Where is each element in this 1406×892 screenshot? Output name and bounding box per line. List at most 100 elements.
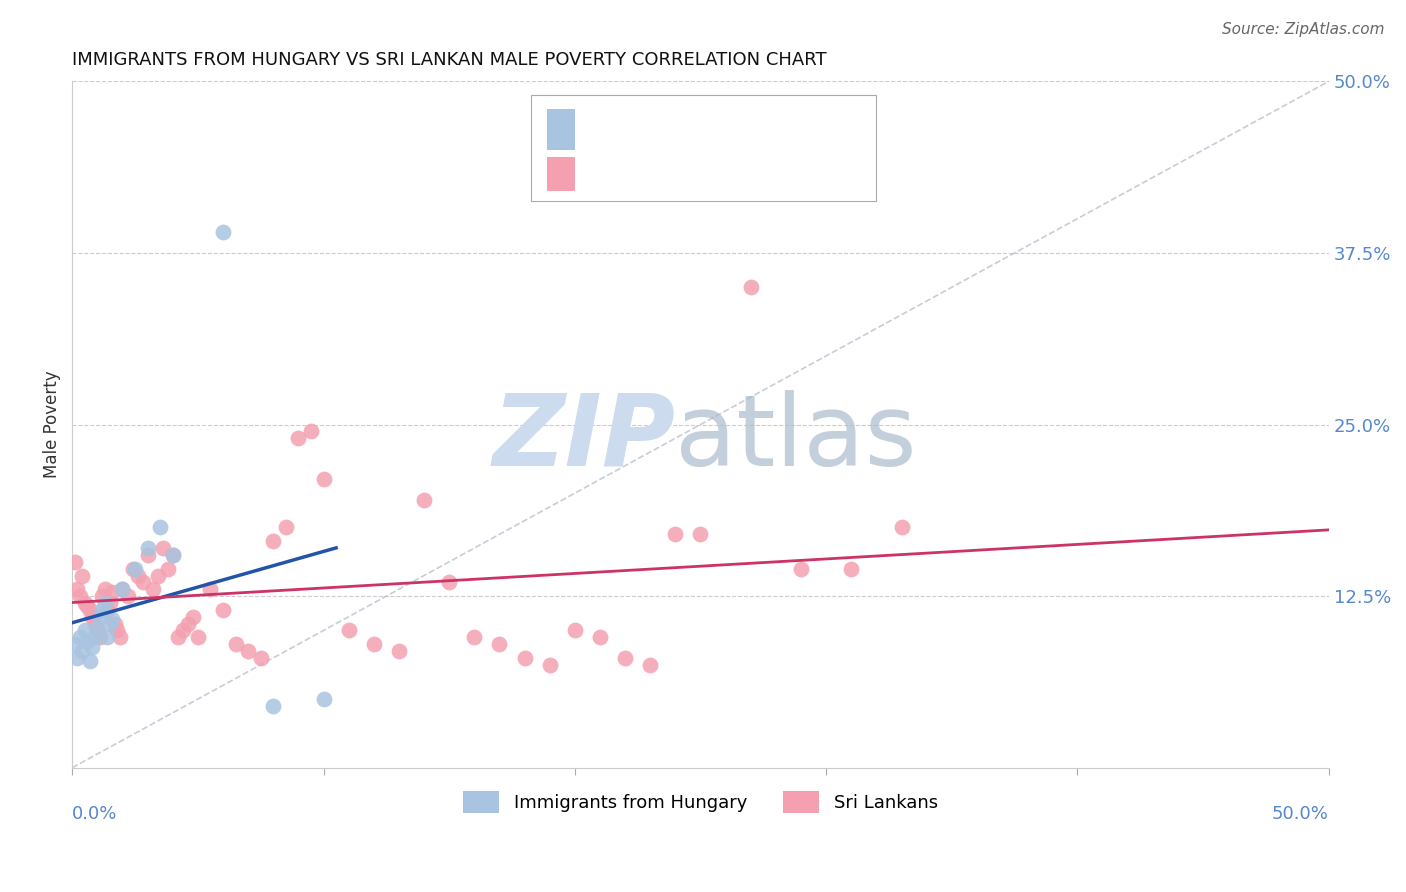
Point bbox=[212, 603, 235, 617]
Point bbox=[91, 589, 114, 603]
Point bbox=[96, 603, 118, 617]
Point bbox=[94, 596, 117, 610]
Point bbox=[181, 609, 204, 624]
Point bbox=[337, 624, 360, 638]
Text: ZIP: ZIP bbox=[492, 390, 675, 487]
Text: N =: N = bbox=[713, 112, 754, 130]
Point bbox=[79, 603, 101, 617]
Point bbox=[76, 599, 98, 613]
Point bbox=[463, 630, 485, 644]
Legend: Immigrants from Hungary, Sri Lankans: Immigrants from Hungary, Sri Lankans bbox=[456, 784, 945, 821]
Point bbox=[124, 562, 146, 576]
Point bbox=[212, 225, 235, 239]
Point bbox=[79, 654, 101, 668]
Point bbox=[94, 582, 117, 597]
Point bbox=[104, 616, 127, 631]
Point bbox=[63, 555, 86, 569]
Bar bbox=[547, 109, 575, 150]
Point bbox=[162, 548, 184, 562]
Text: 50.0%: 50.0% bbox=[1272, 805, 1329, 823]
Point bbox=[86, 621, 108, 635]
Point bbox=[287, 431, 309, 445]
Bar bbox=[547, 157, 575, 191]
Point bbox=[177, 616, 200, 631]
Point bbox=[83, 616, 105, 631]
Point bbox=[488, 637, 510, 651]
Point bbox=[82, 640, 104, 654]
Text: N =: N = bbox=[713, 153, 754, 171]
Point bbox=[121, 562, 143, 576]
Point bbox=[162, 548, 184, 562]
Point bbox=[388, 644, 411, 658]
Text: R =: R = bbox=[585, 153, 624, 171]
Point bbox=[142, 582, 165, 597]
Text: 0.0%: 0.0% bbox=[72, 805, 118, 823]
Point bbox=[437, 575, 460, 590]
Point bbox=[312, 472, 335, 486]
Point bbox=[312, 692, 335, 706]
Point bbox=[96, 630, 118, 644]
Point bbox=[136, 541, 159, 555]
Text: R =: R = bbox=[585, 112, 624, 130]
Point bbox=[98, 616, 121, 631]
Point bbox=[890, 520, 912, 534]
Point bbox=[614, 651, 637, 665]
Point bbox=[89, 630, 111, 644]
Text: 24: 24 bbox=[748, 112, 773, 130]
Point bbox=[82, 609, 104, 624]
Point bbox=[91, 603, 114, 617]
Point bbox=[236, 644, 259, 658]
Point bbox=[107, 624, 129, 638]
Point bbox=[187, 630, 209, 644]
Point bbox=[66, 582, 89, 597]
Point bbox=[76, 634, 98, 648]
Point bbox=[146, 568, 169, 582]
Point bbox=[73, 596, 96, 610]
Point bbox=[127, 568, 149, 582]
Point bbox=[149, 520, 172, 534]
Point bbox=[63, 637, 86, 651]
Text: 0.089: 0.089 bbox=[619, 153, 676, 171]
Text: IMMIGRANTS FROM HUNGARY VS SRI LANKAN MALE POVERTY CORRELATION CHART: IMMIGRANTS FROM HUNGARY VS SRI LANKAN MA… bbox=[72, 51, 827, 69]
Text: atlas: atlas bbox=[675, 390, 917, 487]
Point bbox=[513, 651, 536, 665]
Point bbox=[117, 589, 139, 603]
Point bbox=[274, 520, 297, 534]
Point bbox=[740, 280, 762, 294]
Point bbox=[73, 624, 96, 638]
Point bbox=[66, 651, 89, 665]
Point bbox=[111, 582, 134, 597]
Point bbox=[839, 562, 862, 576]
Point bbox=[136, 548, 159, 562]
Point bbox=[790, 562, 813, 576]
Point bbox=[413, 493, 436, 508]
Point bbox=[262, 534, 284, 549]
Point bbox=[166, 630, 188, 644]
Point bbox=[69, 589, 91, 603]
Point bbox=[83, 630, 105, 644]
Point bbox=[299, 425, 322, 439]
Text: 0.417: 0.417 bbox=[619, 112, 676, 130]
Point bbox=[589, 630, 612, 644]
Point bbox=[664, 527, 686, 541]
Point bbox=[108, 630, 131, 644]
Point bbox=[131, 575, 153, 590]
Point bbox=[225, 637, 247, 651]
Point bbox=[200, 582, 222, 597]
Point bbox=[564, 624, 586, 638]
Point bbox=[69, 630, 91, 644]
Point bbox=[101, 612, 124, 626]
Point bbox=[86, 624, 108, 638]
Point bbox=[101, 585, 124, 599]
Point bbox=[172, 624, 194, 638]
Point bbox=[89, 609, 111, 624]
Point bbox=[98, 596, 121, 610]
Point bbox=[363, 637, 385, 651]
Point bbox=[152, 541, 174, 555]
Point bbox=[156, 562, 179, 576]
Point bbox=[111, 582, 134, 597]
Point bbox=[689, 527, 711, 541]
Point bbox=[72, 644, 94, 658]
FancyBboxPatch shape bbox=[531, 95, 876, 202]
Point bbox=[538, 657, 561, 672]
